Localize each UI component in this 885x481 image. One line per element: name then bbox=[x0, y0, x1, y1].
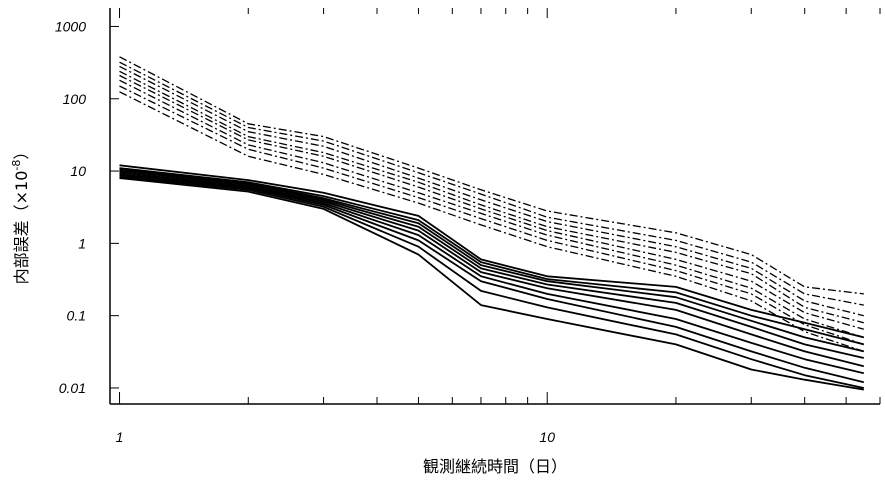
y-tick-label: 100 bbox=[63, 91, 87, 107]
x-tick-label: 1 bbox=[116, 429, 124, 445]
y-axis-title-suffix: ） bbox=[12, 144, 31, 160]
ticks-group: 1 10 0.01 0.1 1 10 100 1000 bbox=[55, 8, 881, 445]
series-line-15 bbox=[119, 174, 865, 384]
y-tick-label: 1 bbox=[78, 235, 86, 251]
series-line-16 bbox=[119, 176, 864, 389]
y-tick-label: 0.01 bbox=[59, 380, 86, 396]
series-line-2 bbox=[119, 61, 864, 306]
y-tick-label: 10 bbox=[70, 163, 86, 179]
y-tick-label: 0.1 bbox=[67, 308, 86, 324]
series-line-12 bbox=[119, 170, 865, 359]
series-line-7 bbox=[119, 85, 865, 346]
series-line-4 bbox=[119, 70, 864, 324]
series-line-3 bbox=[119, 65, 864, 317]
y-tick-label: 1000 bbox=[55, 18, 86, 34]
y-axis-title-main: 内部誤差（×10 bbox=[12, 171, 31, 285]
series-line-1 bbox=[119, 56, 864, 295]
series-line-11 bbox=[119, 168, 865, 353]
series-group bbox=[119, 56, 865, 391]
x-tick-label: 10 bbox=[539, 429, 555, 445]
series-line-5 bbox=[119, 74, 864, 330]
series-line-6 bbox=[119, 79, 864, 339]
series-line-8 bbox=[119, 91, 865, 353]
series-line-10 bbox=[119, 167, 865, 346]
y-axis-title-exponent: -8 bbox=[10, 160, 23, 171]
series-line-17 bbox=[119, 177, 864, 391]
x-axis-title: 観測継続時間（日） bbox=[423, 457, 567, 476]
series-line-14 bbox=[119, 173, 865, 375]
series-line-9 bbox=[119, 164, 865, 339]
y-axis-title: 内部誤差（×10-8） bbox=[10, 144, 31, 285]
series-line-13 bbox=[119, 171, 865, 368]
plot-frame bbox=[109, 8, 880, 405]
